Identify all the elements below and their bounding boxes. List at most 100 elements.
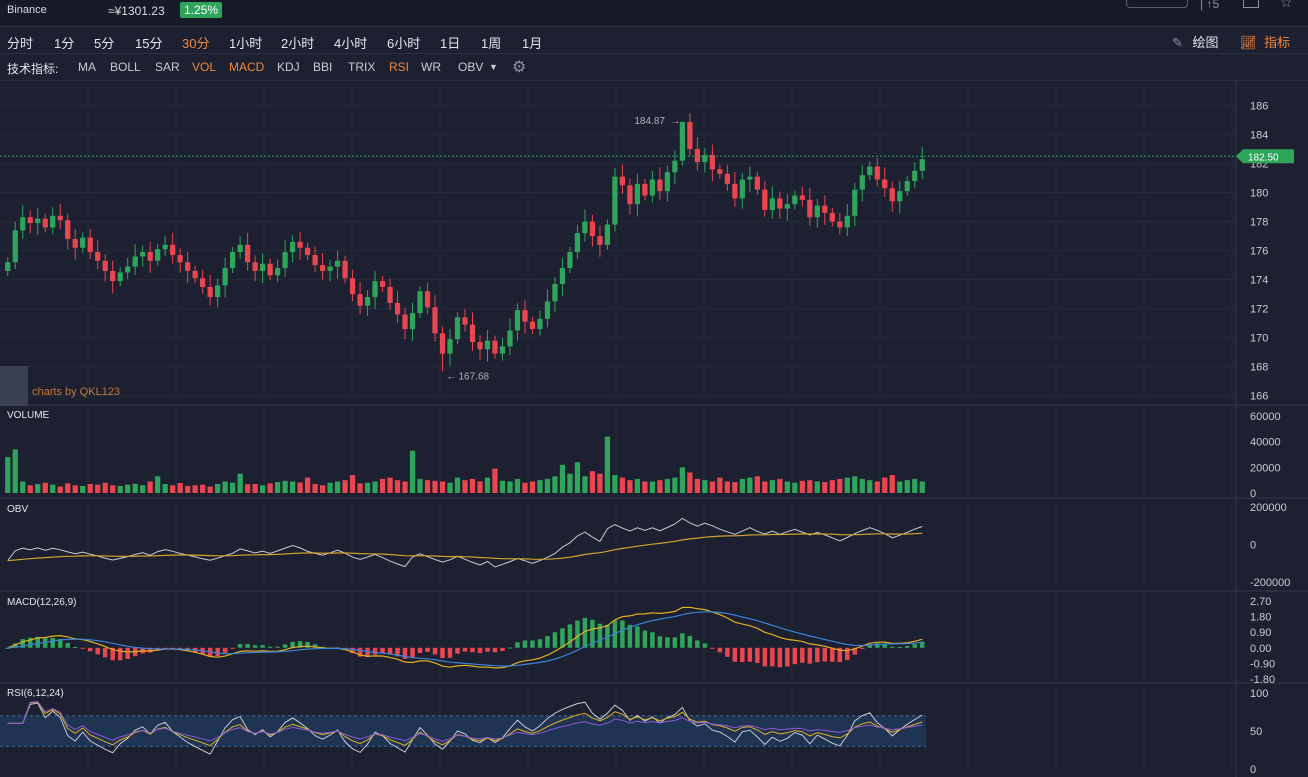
volume-bar bbox=[784, 481, 790, 493]
draw-tool[interactable]: ✎ 绘图 bbox=[1172, 32, 1219, 51]
candle-body bbox=[192, 270, 198, 279]
macd-hist-bar bbox=[372, 647, 378, 655]
candle-body bbox=[507, 330, 513, 347]
tf-6[interactable]: 2小时 bbox=[281, 36, 315, 51]
candle-body bbox=[267, 263, 273, 276]
volume-bar bbox=[244, 484, 251, 493]
candle-body bbox=[762, 189, 768, 210]
candle-body bbox=[792, 195, 798, 205]
obv-tick-label: 200000 bbox=[1250, 502, 1287, 514]
ind-trix[interactable]: TRIX bbox=[348, 60, 376, 74]
candle-body bbox=[807, 199, 813, 218]
macd-hist-bar bbox=[560, 628, 565, 648]
macd-hist-bar bbox=[875, 643, 880, 648]
macd-hist-bar bbox=[792, 647, 798, 665]
macd-hist-bar bbox=[800, 647, 805, 663]
volume-bar bbox=[57, 486, 63, 493]
macd-hist-bar bbox=[440, 647, 445, 659]
macd-hist-bar bbox=[837, 647, 843, 663]
tf-9[interactable]: 1日 bbox=[440, 36, 461, 51]
macd-hist-bar bbox=[642, 630, 648, 648]
macd-hist-bar bbox=[755, 647, 760, 664]
candle-body bbox=[177, 254, 183, 263]
macd-hist-bar bbox=[72, 646, 78, 648]
tf-11[interactable]: 1月 bbox=[522, 36, 543, 51]
macd-hist-bar bbox=[402, 647, 408, 659]
volume-bar bbox=[252, 484, 258, 493]
macd-hist-bar bbox=[20, 639, 25, 648]
macd-dea-line bbox=[7, 611, 923, 667]
candle-body bbox=[919, 159, 925, 171]
candle-body bbox=[42, 218, 48, 228]
ind-wr[interactable]: WR bbox=[421, 60, 441, 74]
tf-10[interactable]: 1周 bbox=[481, 36, 502, 51]
tf-1[interactable]: 1分 bbox=[54, 36, 75, 51]
ind-ma[interactable]: MA bbox=[78, 60, 96, 74]
candle-body bbox=[357, 294, 363, 306]
volume-bar bbox=[402, 481, 408, 493]
volume-bar bbox=[709, 481, 715, 493]
tf-0[interactable]: 分时 bbox=[7, 36, 34, 51]
indicator-bar: 技术指标: MA BOLL SAR VOL MACD KDJ BBI TRIX … bbox=[0, 54, 1308, 81]
tf-4[interactable]: 30分 bbox=[182, 36, 210, 51]
macd-hist-bar bbox=[590, 619, 595, 648]
macd-hist-bar bbox=[740, 647, 745, 663]
ind-obv[interactable]: OBV bbox=[458, 60, 484, 74]
candle-body bbox=[777, 198, 783, 209]
candle-body bbox=[132, 256, 138, 267]
y-tick-label: 172 bbox=[1250, 304, 1268, 316]
volume-bar bbox=[424, 480, 431, 493]
volume-bar bbox=[469, 478, 476, 493]
volume-bar bbox=[799, 480, 805, 493]
rsi-label: RSI(6,12,24) bbox=[7, 688, 64, 699]
macd-hist-bar bbox=[822, 647, 828, 662]
ind-macd[interactable]: MACD bbox=[229, 60, 265, 74]
candle-body bbox=[155, 249, 161, 261]
macd-hist-bar bbox=[222, 647, 228, 653]
volume-bar bbox=[672, 477, 678, 493]
settings-gear-icon[interactable]: ⚙ bbox=[512, 59, 527, 76]
ind-bbi[interactable]: BBI bbox=[313, 60, 333, 74]
tf-3[interactable]: 15分 bbox=[135, 36, 163, 51]
macd-hist-bar bbox=[147, 647, 153, 653]
candle-body bbox=[432, 307, 438, 334]
volume-bar bbox=[372, 481, 378, 493]
candle-body bbox=[50, 215, 56, 228]
macd-hist-bar bbox=[237, 644, 243, 648]
indicator-tool[interactable]: 📈︎ 指标 bbox=[1240, 32, 1290, 51]
star-icon[interactable]: ☆ bbox=[1280, 0, 1293, 10]
ind-boll[interactable]: BOLL bbox=[110, 60, 141, 74]
macd-hist-bar bbox=[245, 644, 250, 648]
macd-hist-bar bbox=[230, 647, 235, 649]
candle-body bbox=[477, 342, 483, 350]
macd-hist-bar bbox=[732, 647, 738, 662]
volume-bar bbox=[432, 480, 438, 493]
screenshot-icon[interactable] bbox=[1243, 0, 1259, 8]
ind-kdj[interactable]: KDJ bbox=[277, 60, 300, 74]
volume-bar bbox=[147, 481, 153, 493]
tf-2[interactable]: 5分 bbox=[94, 36, 115, 51]
ind-rsi[interactable]: RSI bbox=[389, 60, 410, 74]
volume-bar bbox=[20, 481, 26, 493]
tf-8[interactable]: 6小时 bbox=[387, 36, 421, 51]
top-right-button[interactable] bbox=[1126, 0, 1188, 8]
dropdown-caret-icon[interactable]: ▼ bbox=[489, 62, 498, 72]
tf-7[interactable]: 4小时 bbox=[334, 36, 368, 51]
ind-sar[interactable]: SAR bbox=[155, 60, 180, 74]
volume-bar bbox=[102, 482, 108, 493]
candle-body bbox=[912, 170, 918, 181]
volume-bar bbox=[394, 480, 401, 493]
candle-body bbox=[252, 262, 258, 271]
tf-5[interactable]: 1小时 bbox=[229, 36, 263, 51]
volume-bar bbox=[912, 478, 918, 493]
candle-body bbox=[379, 281, 386, 287]
macd-tick-label: 0.00 bbox=[1250, 643, 1271, 655]
candle-body bbox=[207, 286, 213, 298]
volume-bar bbox=[537, 480, 543, 493]
macd-hist-bar bbox=[920, 641, 925, 648]
candle-body bbox=[447, 339, 453, 354]
volume-bar bbox=[170, 485, 176, 493]
volume-bar bbox=[889, 475, 895, 493]
ind-vol[interactable]: VOL bbox=[192, 60, 217, 74]
